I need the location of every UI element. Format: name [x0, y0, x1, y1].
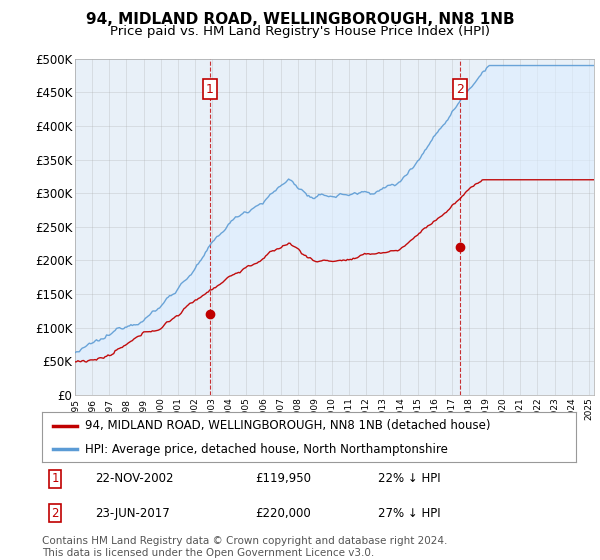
- Text: £119,950: £119,950: [256, 473, 311, 486]
- Text: Contains HM Land Registry data © Crown copyright and database right 2024.
This d: Contains HM Land Registry data © Crown c…: [42, 536, 448, 558]
- Text: 94, MIDLAND ROAD, WELLINGBOROUGH, NN8 1NB: 94, MIDLAND ROAD, WELLINGBOROUGH, NN8 1N…: [86, 12, 514, 27]
- Text: £220,000: £220,000: [256, 507, 311, 520]
- Text: 94, MIDLAND ROAD, WELLINGBOROUGH, NN8 1NB (detached house): 94, MIDLAND ROAD, WELLINGBOROUGH, NN8 1N…: [85, 419, 490, 432]
- Text: 2: 2: [456, 82, 464, 96]
- Text: HPI: Average price, detached house, North Northamptonshire: HPI: Average price, detached house, Nort…: [85, 443, 448, 456]
- Text: 1: 1: [52, 473, 59, 486]
- Text: 22-NOV-2002: 22-NOV-2002: [95, 473, 174, 486]
- Text: 27% ↓ HPI: 27% ↓ HPI: [379, 507, 441, 520]
- Text: 2: 2: [52, 507, 59, 520]
- Text: 22% ↓ HPI: 22% ↓ HPI: [379, 473, 441, 486]
- Text: 23-JUN-2017: 23-JUN-2017: [95, 507, 170, 520]
- Text: 1: 1: [206, 82, 214, 96]
- Text: Price paid vs. HM Land Registry's House Price Index (HPI): Price paid vs. HM Land Registry's House …: [110, 25, 490, 38]
